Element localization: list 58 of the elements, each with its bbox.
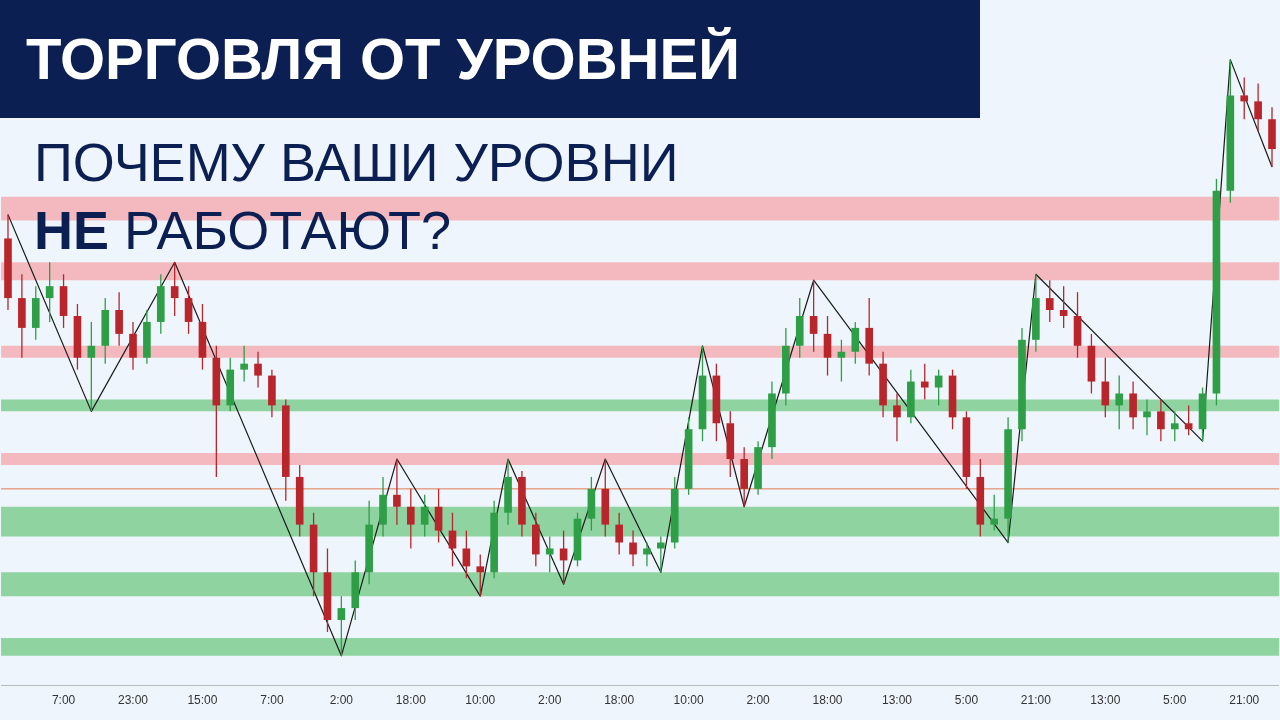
- candlestick: [559, 529, 568, 585]
- candlestick: [115, 291, 123, 347]
- x-tick-label: 10:00: [673, 693, 704, 708]
- x-tick-label: 2:00: [538, 693, 562, 708]
- candlestick: [254, 351, 262, 389]
- candlestick: [393, 458, 401, 526]
- candlestick: [1254, 82, 1262, 132]
- x-tick-label: 21:00: [1020, 693, 1052, 708]
- x-tick-label: 18:00: [604, 693, 635, 708]
- x-tick-label: 5:00: [954, 693, 979, 708]
- candlestick: [934, 368, 943, 407]
- candlestick: [337, 595, 346, 657]
- candlestick: [643, 541, 651, 568]
- x-tick-label: 15:00: [187, 693, 218, 708]
- x-tick-label: 23:00: [117, 693, 149, 708]
- x-tick-label: 5:00: [1163, 693, 1187, 708]
- candlestick: [837, 339, 846, 383]
- candlestick: [823, 315, 832, 377]
- candlestick: [893, 392, 901, 442]
- candlestick: [851, 321, 860, 365]
- candlestick: [1129, 380, 1137, 430]
- candlestick: [129, 321, 137, 371]
- candlestick: [1143, 398, 1151, 436]
- candlestick: [1115, 374, 1124, 430]
- candlestick: [809, 279, 818, 353]
- x-tick-label: 21:00: [1229, 693, 1260, 708]
- candlestick: [170, 261, 179, 317]
- candlestick: [45, 261, 54, 323]
- title-banner: ТОРГОВЛЯ ОТ УРОВНЕЙ: [0, 0, 980, 118]
- candlestick: [240, 345, 248, 383]
- candlestick: [920, 363, 929, 401]
- candlestick: [1184, 404, 1193, 436]
- x-tick-label: 2:00: [329, 693, 354, 708]
- candlestick: [462, 529, 471, 579]
- candlestick: [629, 529, 637, 568]
- candlestick: [615, 512, 623, 556]
- x-tick-label: 10:00: [465, 693, 496, 708]
- candlestick: [1045, 279, 1054, 323]
- candlestick: [184, 285, 193, 335]
- x-tick-label: 7:00: [260, 693, 284, 708]
- x-tick-label: 7:00: [51, 693, 76, 708]
- x-tick-label: 2:00: [746, 693, 771, 708]
- candlestick: [1059, 285, 1068, 329]
- candlestick: [434, 488, 443, 544]
- candlestick: [1240, 76, 1249, 120]
- x-tick-label: 18:00: [812, 693, 843, 708]
- candlestick: [87, 321, 96, 413]
- candlestick: [1170, 410, 1179, 442]
- candlestick: [545, 535, 554, 573]
- candlestick: [420, 494, 429, 538]
- x-tick-label: 13:00: [881, 693, 913, 708]
- candlestick: [1157, 398, 1165, 442]
- x-tick-label: 18:00: [395, 693, 427, 708]
- candlestick: [476, 553, 485, 597]
- candlestick: [406, 488, 415, 550]
- x-tick-label: 13:00: [1090, 693, 1121, 708]
- text: ПОЧЕМУ ВАШИ УРОВНИ НЕ РАБОТАЮТ?: [34, 131, 679, 262]
- candlestick: [990, 494, 999, 532]
